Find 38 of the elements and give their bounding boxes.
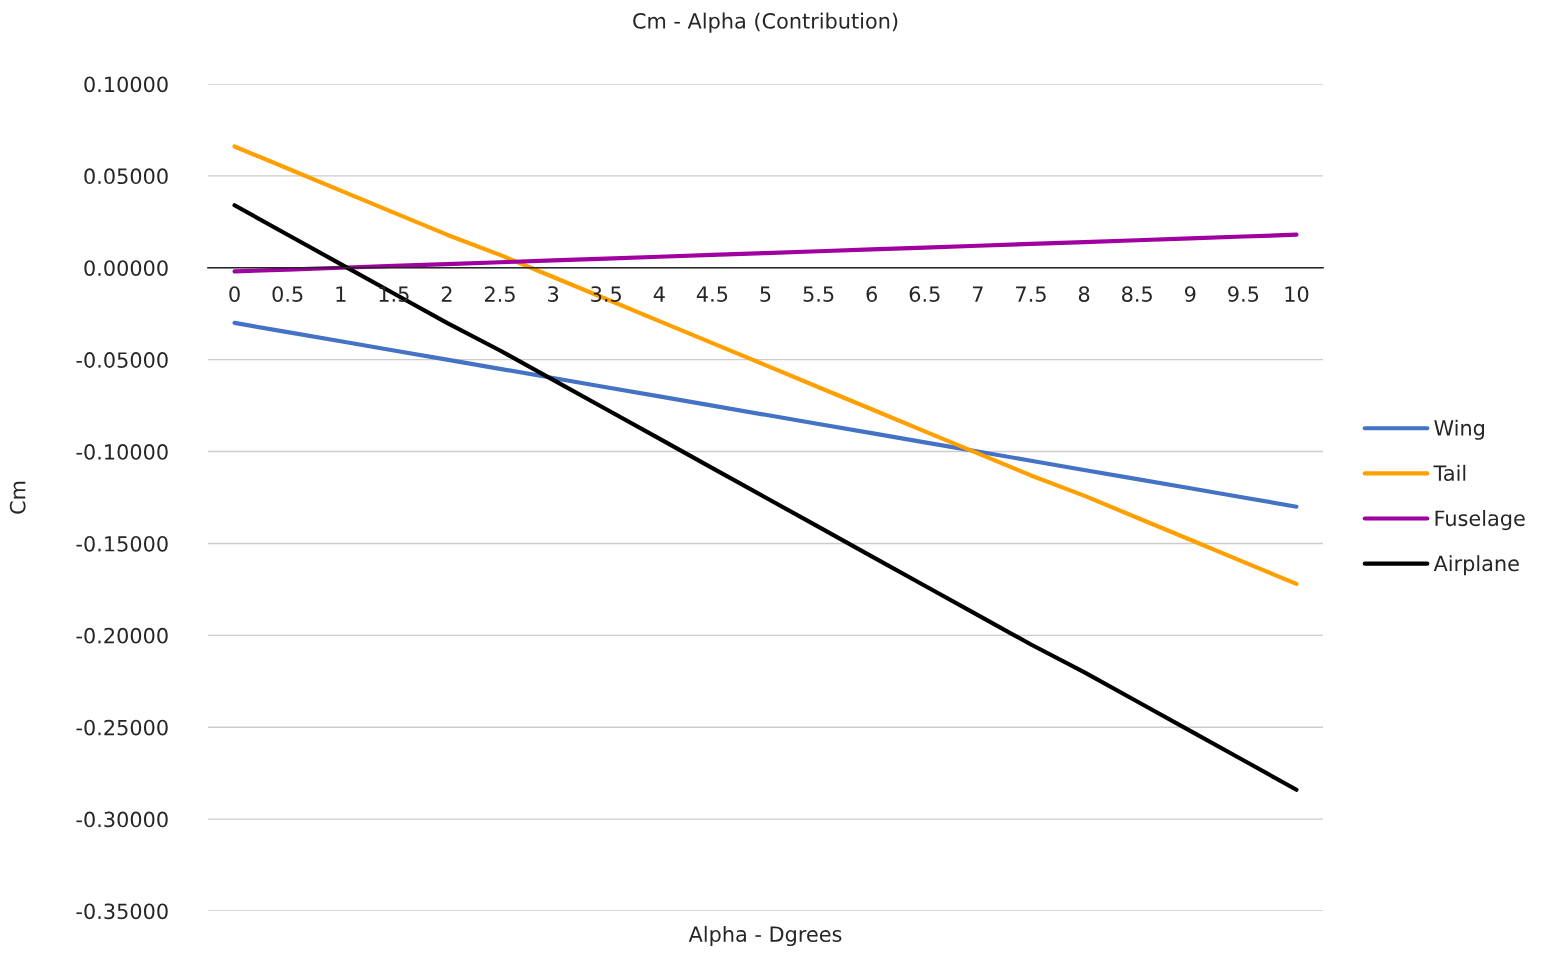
x-tick-label: 8 bbox=[1078, 286, 1090, 302]
x-tick-label: 1 bbox=[336, 286, 346, 302]
legend-label: Fuselage bbox=[1435, 510, 1525, 531]
x-tick-label: 2.5 bbox=[484, 286, 515, 302]
x-tick-label: 9 bbox=[1184, 286, 1196, 302]
x-tick-label: 8.5 bbox=[1122, 286, 1152, 302]
x-tick-label: 3 bbox=[548, 286, 559, 302]
x-tick-label: 4 bbox=[653, 286, 665, 302]
y-tick-label: -0.30000 bbox=[76, 811, 168, 828]
x-tick-label: 5.5 bbox=[803, 286, 834, 302]
x-axis-title: Alpha - Dgrees bbox=[688, 925, 842, 947]
y-tick-label: -0.25000 bbox=[76, 719, 168, 736]
legend-label: Tail bbox=[1433, 464, 1466, 481]
y-tick-label: -0.20000 bbox=[76, 627, 168, 644]
line-series bbox=[232, 320, 1299, 509]
y-tick-label: 0.00000 bbox=[84, 260, 168, 276]
legend-label: Airplane bbox=[1433, 555, 1519, 576]
x-tick-label: 7 bbox=[972, 286, 983, 302]
x-tick-label: 2 bbox=[441, 286, 452, 302]
line-series bbox=[232, 232, 1299, 274]
x-tick-label: 0.5 bbox=[272, 286, 303, 302]
y-tick-label: 0.05000 bbox=[84, 168, 168, 185]
x-tick-label: 9.5 bbox=[1228, 286, 1259, 302]
x-tick-label: 4.5 bbox=[696, 286, 728, 302]
x-tick-label: 10 bbox=[1285, 286, 1309, 302]
y-tick-label: -0.15000 bbox=[76, 535, 168, 552]
y-tick-label: -0.05000 bbox=[76, 352, 168, 368]
x-tick-label: 5 bbox=[760, 286, 771, 302]
legend-label: Wing bbox=[1434, 419, 1484, 440]
x-tick-label: 0 bbox=[229, 286, 240, 302]
y-tick-label: 0.10000 bbox=[84, 76, 168, 93]
x-tick-label: 7.5 bbox=[1016, 286, 1046, 302]
y-tick-label: -0.10000 bbox=[76, 444, 168, 460]
y-tick-label: -0.35000 bbox=[76, 903, 168, 920]
x-tick-label: 6.5 bbox=[909, 286, 940, 302]
y-axis-title: Cm bbox=[9, 481, 26, 514]
x-tick-label: 6 bbox=[866, 286, 878, 302]
chart-title: Cm - Alpha (Contribution) bbox=[633, 12, 898, 33]
